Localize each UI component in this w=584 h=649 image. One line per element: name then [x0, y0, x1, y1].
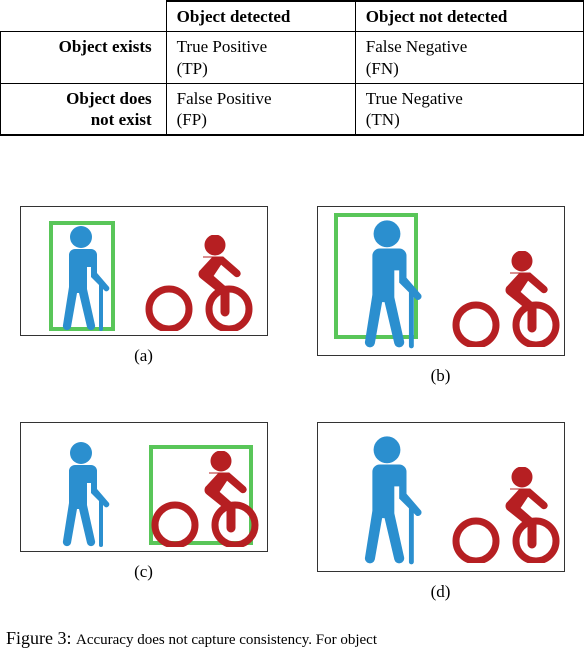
figure-caption-text: Accuracy does not capture consistency. F… [76, 632, 377, 648]
cyclist-icon [151, 451, 259, 547]
row-header-exists: Object exists [1, 32, 167, 84]
scene-d [317, 422, 565, 572]
scene-a [20, 206, 268, 336]
panel-d-label: (d) [431, 582, 451, 602]
cyclist-icon [452, 467, 560, 563]
cell-fp: False Positive (FP) [166, 83, 355, 135]
cell-fp-abbr: (FP) [177, 110, 207, 129]
row-header-not-exist: Object does not exist [1, 83, 167, 135]
col-header-detected: Object detected [166, 1, 355, 32]
cell-tn: True Negative (TN) [355, 83, 583, 135]
pedestrian-icon [49, 441, 113, 549]
cell-fn-abbr: (FN) [366, 59, 399, 78]
panel-c: (c) [10, 422, 277, 602]
figure-grid: (a) (b) (c) [0, 206, 584, 602]
confusion-table: Object detected Object not detected Obje… [0, 0, 584, 136]
pedestrian-icon [348, 219, 426, 351]
row-header-not-exist-l2: not exist [91, 110, 152, 129]
pedestrian-icon [49, 225, 113, 333]
panel-b-label: (b) [431, 366, 451, 386]
panel-a: (a) [10, 206, 277, 386]
cell-tp-abbr: (TP) [177, 59, 208, 78]
cyclist-icon [145, 235, 253, 331]
col-header-not-detected: Object not detected [355, 1, 583, 32]
row-header-not-exist-l1: Object does [66, 89, 151, 108]
cell-tn-abbr: (TN) [366, 110, 400, 129]
table-corner [1, 1, 167, 32]
scene-b [317, 206, 565, 356]
cell-tp-name: True Positive [177, 37, 268, 56]
panel-a-label: (a) [134, 346, 153, 366]
panel-b: (b) [307, 206, 574, 386]
pedestrian-icon [348, 435, 426, 567]
cell-fp-name: False Positive [177, 89, 272, 108]
panel-d: (d) [307, 422, 574, 602]
cell-tp: True Positive (TP) [166, 32, 355, 84]
cell-fn: False Negative (FN) [355, 32, 583, 84]
panel-c-label: (c) [134, 562, 153, 582]
cyclist-icon [452, 251, 560, 347]
scene-c [20, 422, 268, 552]
cell-tn-name: True Negative [366, 89, 463, 108]
figure-label: Figure 3: [6, 628, 72, 648]
cell-fn-name: False Negative [366, 37, 468, 56]
figure-caption-line: Figure 3: Accuracy does not capture cons… [0, 628, 584, 649]
